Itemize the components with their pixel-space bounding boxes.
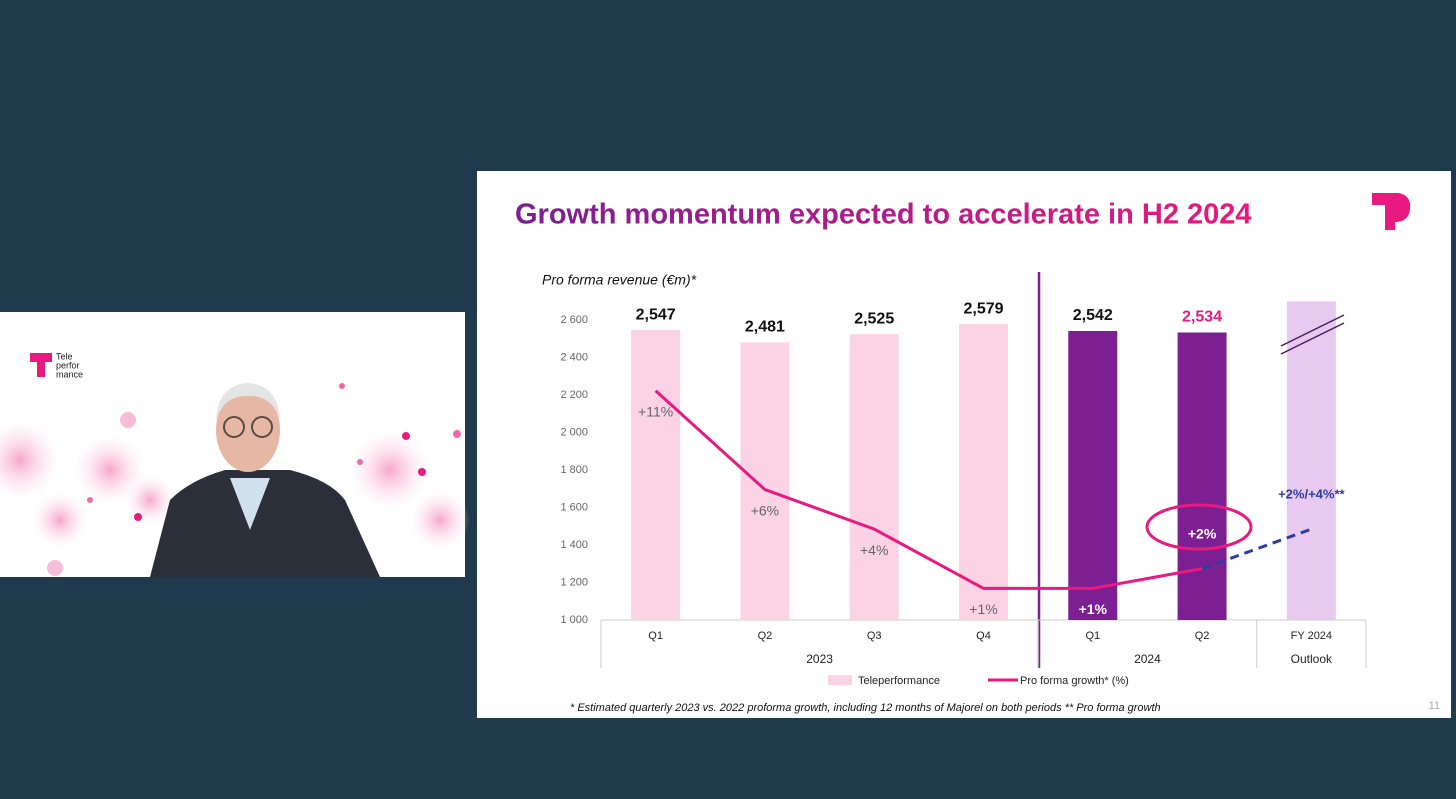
y-tick-label: 2 000 (560, 426, 588, 438)
y-tick-label: 1 000 (560, 614, 588, 626)
bokeh (0, 420, 60, 500)
y-axis-title: Pro forma revenue (€m)* (542, 272, 697, 288)
legend-label: Pro forma growth* (%) (1020, 675, 1129, 687)
y-tick-label: 1 400 (560, 539, 588, 551)
line-value-label: +11% (638, 403, 673, 419)
bar (959, 324, 1008, 620)
bokeh (410, 490, 470, 550)
bar (1286, 301, 1336, 620)
line-value-label: +2% (1188, 525, 1217, 541)
video-logo-text: Tele (56, 351, 73, 361)
person-shirt (230, 478, 270, 530)
bokeh (125, 475, 175, 525)
y-tick-label: 2 400 (560, 352, 588, 364)
page-number: 11 (1429, 700, 1440, 712)
bar (849, 334, 899, 620)
y-tick-label: 1 200 (560, 576, 588, 588)
projection-line (1201, 527, 1312, 571)
bar (1068, 330, 1118, 620)
line-value-label: +2%/+4%** (1278, 487, 1345, 502)
x-tick-label: Q2 (758, 630, 773, 642)
growth-line (654, 389, 1203, 590)
bokeh (87, 497, 93, 503)
video-logo-text: mance (56, 369, 83, 379)
bokeh (357, 459, 363, 465)
axis-break (1280, 322, 1345, 355)
footnote: * Estimated quarterly 2023 vs. 2022 prof… (570, 702, 1161, 714)
x-group-label: 2023 (806, 652, 833, 666)
slide-logo (1372, 193, 1411, 230)
x-tick-label: Q3 (867, 630, 882, 642)
y-tick-label: 2 600 (560, 314, 588, 326)
bokeh (32, 492, 88, 548)
glasses (223, 416, 245, 438)
person-suit (150, 470, 380, 577)
x-group-label: 2024 (1134, 652, 1161, 666)
video-logo-mark (30, 353, 52, 377)
bokeh (350, 430, 430, 510)
bar-value-label: 2,525 (854, 310, 894, 327)
line-value-label: +4% (860, 542, 888, 558)
bokeh (402, 432, 410, 440)
bar-value-label: 2,547 (636, 306, 676, 323)
x-tick-label: Q2 (1195, 630, 1210, 642)
x-tick-label: FY 2024 (1291, 630, 1332, 642)
legend-label: Teleperformance (858, 675, 940, 687)
bar-value-label: 2,579 (963, 300, 1003, 317)
bar-value-label: 2,481 (745, 319, 785, 336)
line-value-label: +1% (969, 601, 997, 617)
bar-value-label: 2,542 (1073, 307, 1113, 324)
plot: 1 000 1 200 1 400 1 600 1 800 2 000 2 200 2 400… (560, 300, 1367, 687)
bar (740, 342, 790, 620)
bokeh (339, 383, 345, 389)
bokeh (47, 560, 63, 576)
y-tick-label: 1 800 (560, 464, 588, 476)
person-head (216, 388, 280, 472)
line-value-label: +1% (1079, 601, 1108, 617)
video-logo-text: perfor (56, 360, 80, 370)
axis-break (1280, 314, 1345, 347)
bokeh (75, 435, 145, 505)
bar-value-label: 2,534 (1182, 309, 1222, 326)
chart-title: Growth momentum expected to accelerate i… (515, 199, 1252, 231)
y-tick-label: 2 200 (560, 389, 588, 401)
bokeh (134, 513, 142, 521)
bokeh (418, 468, 426, 476)
line-value-label: +6% (751, 502, 779, 518)
legend-swatch (828, 675, 852, 685)
highlight-ellipse (1145, 503, 1253, 551)
bokeh (453, 430, 461, 438)
x-group-label: Outlook (1291, 652, 1333, 666)
glasses (251, 416, 273, 438)
bokeh (120, 412, 136, 428)
x-tick-label: Q4 (976, 630, 991, 642)
y-tick-label: 1 600 (560, 501, 588, 513)
bar (1177, 332, 1227, 620)
x-tick-label: Q1 (1085, 630, 1100, 642)
bar (631, 330, 681, 620)
video-panel: Tele perfor mance (0, 312, 470, 577)
x-tick-label: Q1 (648, 630, 663, 642)
person-hair (216, 383, 280, 420)
